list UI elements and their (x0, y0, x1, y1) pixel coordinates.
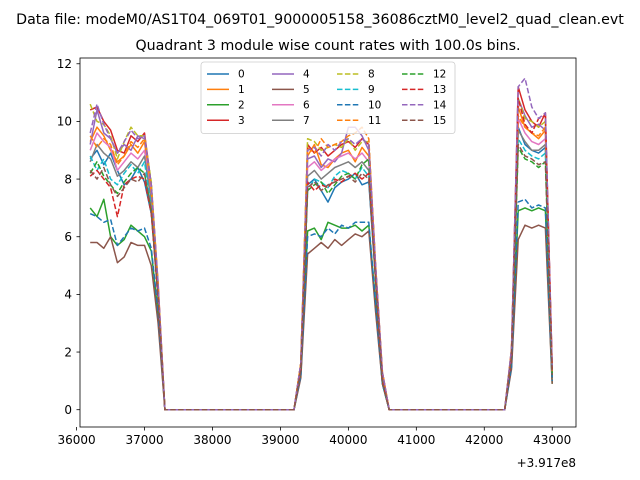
series-line-6 (89, 117, 553, 411)
legend-label: 1 (238, 84, 245, 96)
series-line-11 (89, 114, 553, 411)
series-line-12 (89, 146, 553, 411)
legend-frame (200, 61, 456, 134)
y-tick-label: 12 (57, 57, 72, 71)
legend-label: 6 (303, 99, 310, 111)
legend-label: 12 (433, 69, 446, 81)
x-tick-label: 38000 (193, 433, 231, 447)
x-tick-label: 39000 (261, 433, 299, 447)
legend-label: 4 (303, 69, 310, 81)
y-tick-label: 6 (64, 230, 72, 244)
legend-label: 3 (238, 115, 245, 127)
figure-suptitle: Data file: modeM0/AS1T04_069T01_90000051… (16, 12, 624, 28)
legend-label: 14 (433, 99, 447, 111)
legend-label: 15 (433, 115, 446, 127)
legend-label: 11 (368, 115, 381, 127)
x-tick-label: 43000 (533, 433, 571, 447)
series-line-7 (89, 129, 553, 411)
x-tick-label: 40000 (329, 433, 367, 447)
y-tick-label: 4 (64, 288, 72, 302)
series-line-13 (89, 97, 553, 411)
x-tick-label: 37000 (125, 433, 163, 447)
legend-label: 5 (303, 84, 310, 96)
plot-frame (79, 57, 577, 428)
legend-label: 7 (303, 115, 310, 127)
legend-label: 8 (368, 69, 375, 81)
chart-title: Quadrant 3 module wise count rates with … (135, 38, 520, 54)
series-line-15 (89, 143, 553, 411)
y-tick-label: 8 (64, 172, 72, 186)
legend-label: 2 (238, 99, 245, 111)
legend-label: 10 (368, 99, 381, 111)
series-line-1 (89, 106, 553, 411)
legend-label: 13 (433, 84, 446, 96)
x-tick-label: 41000 (397, 433, 435, 447)
series-line-8 (89, 97, 553, 411)
x-tick-label: 42000 (465, 433, 503, 447)
y-tick-label: 2 (64, 345, 72, 359)
series-line-4 (89, 97, 553, 411)
legend-label: 0 (238, 69, 245, 81)
series-line-3 (89, 86, 553, 411)
series-layer (89, 77, 553, 411)
series-line-10 (89, 198, 553, 411)
y-tick-label: 10 (57, 115, 72, 129)
x-offset-label: +3.917e8 (517, 456, 576, 470)
axes: 36000 37000 38000 39000 40000 41000 42000 43000… (57, 57, 577, 447)
y-tick-label: 0 (64, 403, 72, 417)
legend-label: 9 (368, 84, 375, 96)
x-tick-label: 36000 (58, 433, 96, 447)
series-line-9 (89, 137, 553, 411)
